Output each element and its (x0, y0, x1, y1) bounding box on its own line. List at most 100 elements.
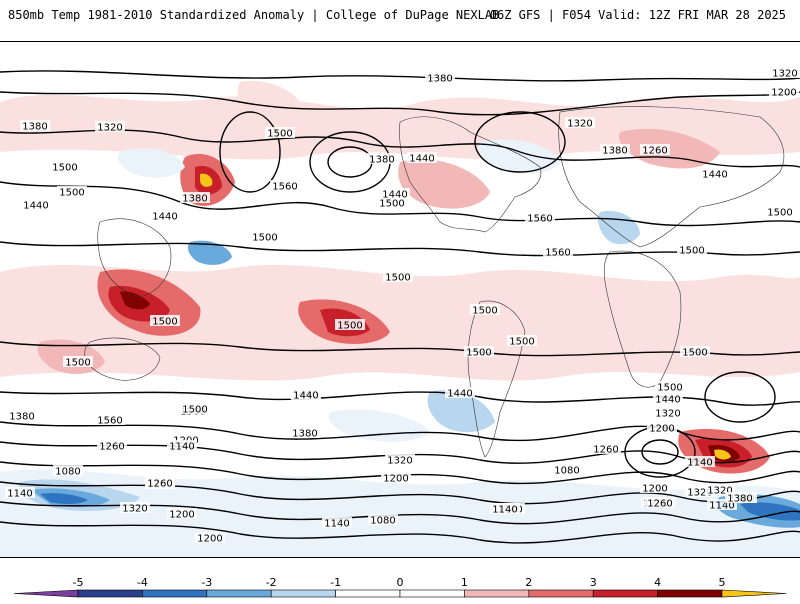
contour-label: 1080 (370, 516, 395, 527)
contour-label-bg (525, 212, 555, 223)
contour-label: 1320 (655, 409, 680, 420)
colorbar-tick-label: -2 (265, 576, 277, 589)
colorbar-swatch (528, 589, 594, 598)
contour-label: 1560 (527, 214, 552, 225)
contour-label: 1380 (182, 194, 207, 205)
contour-label-bg (322, 517, 352, 528)
contour-label: 1500 (337, 321, 362, 332)
colorbar-swatches (13, 589, 787, 598)
contour-label: 1260 (593, 445, 618, 456)
contour-label-bg (250, 231, 280, 242)
colorbar-swatch (399, 589, 465, 598)
contour-label-bg (150, 315, 180, 326)
contour-label: 1140 (492, 505, 517, 516)
contour-label: 1200 (649, 424, 674, 435)
contour-label-bg (385, 454, 415, 465)
contour-label: 1380 (292, 429, 317, 440)
colorbar-swatch (657, 589, 723, 598)
contour-label: 1440 (152, 212, 177, 223)
contour-label: 1320 (772, 69, 797, 80)
contour-label-bg (97, 440, 127, 451)
contour-label: 1500 (679, 246, 704, 257)
contour-label-bg (120, 502, 150, 513)
contour-label: 1500 (267, 129, 292, 140)
colorbar-swatch (77, 589, 143, 598)
colorbar-tick-label: -3 (201, 576, 213, 589)
contour-label: 1140 (687, 458, 712, 469)
contour-label-bg (50, 161, 80, 172)
contour-label: 1500 (657, 383, 682, 394)
contour-label: 1440 (23, 201, 48, 212)
contour-label: 1260 (647, 499, 672, 510)
contour-label: 1380 (727, 494, 752, 505)
contour-label-bg (565, 117, 595, 128)
contour-label-bg (645, 497, 675, 508)
colorbar-swatch-lower (13, 589, 79, 598)
contour-label: 1380 (369, 155, 394, 166)
contour-label: 1200 (383, 474, 408, 485)
contour-label-bg (685, 486, 715, 497)
contour-label: 1440 (382, 190, 407, 201)
contour-label: 1440 (702, 170, 727, 181)
colorbar-tick-label: 5 (718, 576, 726, 589)
contour-label-bg (770, 67, 800, 78)
contour-label-bg (490, 503, 520, 514)
colorbar-tick-label: 3 (589, 576, 597, 589)
contour-label-bg (195, 532, 225, 543)
contour-label: 1320 (687, 488, 712, 499)
anomaly-map: 1380 1320 1200 1380 1320 1500 1380 1440 1320 1380… (0, 41, 800, 558)
contour-label: 1200 (642, 484, 667, 495)
contour-label: 1380 (9, 412, 34, 423)
contour-label: 1560 (97, 416, 122, 427)
contour-label-bg (265, 127, 295, 138)
contour-label: 1500 (466, 348, 491, 359)
contour-label-bg (640, 144, 670, 155)
contour-label-bg (765, 206, 795, 217)
contour-label-bg (180, 192, 210, 203)
colorbar-swatch-upper (721, 589, 787, 598)
contour-label-bg (335, 319, 365, 330)
contour-label-bg (464, 346, 494, 357)
contour-label: 1320 (122, 504, 147, 515)
contour-label: 1500 (182, 405, 207, 416)
contour-label-bg (445, 387, 475, 398)
contour-label-bg (653, 407, 683, 418)
contour-label: 1200 (197, 534, 222, 545)
contour-label: 1320 (97, 123, 122, 134)
contour-label-bg (145, 477, 175, 488)
colorbar-tick-label: 0 (396, 576, 404, 589)
colorbar-tick-label: -1 (330, 576, 342, 589)
contour-label: 1260 (642, 146, 667, 157)
contour-label-bg (677, 244, 707, 255)
warm-anomaly-shading (0, 81, 800, 474)
contour-label: 1260 (99, 442, 124, 453)
contour-label-bg (95, 414, 125, 425)
contour-label: 1500 (682, 348, 707, 359)
contour-label: 1500 (509, 337, 534, 348)
contour-label-bg (647, 422, 677, 433)
contour-label: 1380 (602, 146, 627, 157)
colorbar-tick-label: 4 (654, 576, 662, 589)
contour-label-bg (543, 246, 573, 257)
coastlines (84, 106, 785, 458)
contour-label-bg (725, 492, 755, 503)
contour-label-bg (368, 514, 398, 525)
colorbar-swatch (335, 589, 401, 598)
contour-label: 1500 (52, 163, 77, 174)
contour-label: 1500 (385, 273, 410, 284)
colorbar-swatch (206, 589, 272, 598)
colorbar-tick-label: 2 (525, 576, 533, 589)
colorbar-swatch (270, 589, 336, 598)
contour-label: 1140 (169, 442, 194, 453)
contour-label-bg (63, 356, 93, 367)
contour-label-bg (95, 121, 125, 132)
contour-label: 1320 (707, 486, 732, 497)
colorbar-tick-label: 1 (460, 576, 468, 589)
contour-label: 1440 (293, 391, 318, 402)
contour-label: 1500 (472, 306, 497, 317)
contour-label: 1200 (771, 88, 796, 99)
contour-label: 1500 (152, 317, 177, 328)
colorbar-swatch (464, 589, 530, 598)
